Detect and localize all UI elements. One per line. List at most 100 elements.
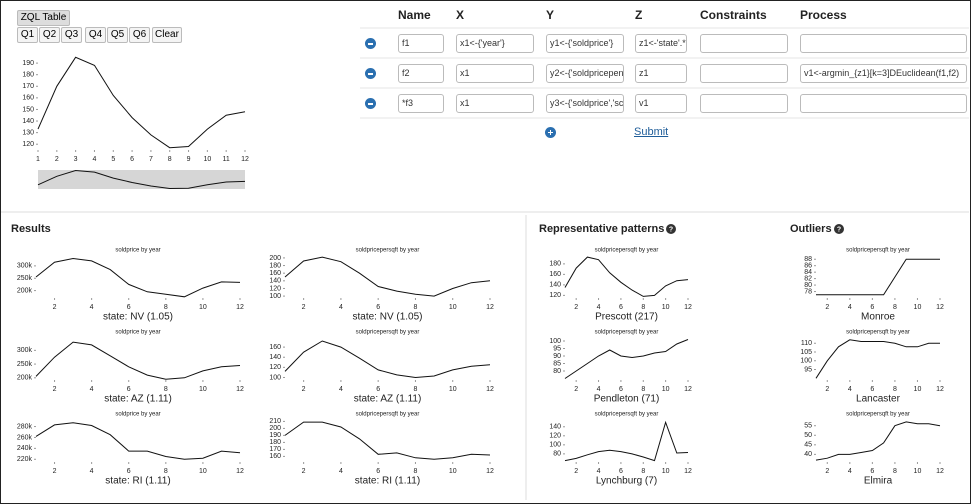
x-tick-label: 4	[848, 304, 852, 311]
x-tick-label: 2	[825, 468, 829, 475]
chart-title: soldpricepersqft by year	[356, 248, 420, 254]
chart-title: soldpricepersqft by year	[356, 412, 420, 418]
chart-label: Prescott (217)	[595, 312, 658, 323]
query-button[interactable]: Q1	[17, 27, 38, 43]
chart-title: soldpricepersqft by year	[595, 330, 659, 336]
x-tick-label: 9	[187, 156, 191, 163]
x-tick-label: 8	[641, 386, 645, 393]
y-tick-label: 220k	[17, 456, 33, 463]
y-tick-label: 250k	[17, 275, 33, 282]
x-tick-label: 10	[199, 386, 207, 393]
x-tick-label: 12	[236, 468, 244, 475]
input-name[interactable]: *f3	[398, 94, 444, 113]
y-tick-label: 200	[269, 255, 281, 262]
x-tick-label: 6	[619, 468, 623, 475]
y-tick-label: 120	[269, 364, 281, 371]
input-y[interactable]: y2<-{'soldpricepen	[546, 64, 624, 83]
input-x[interactable]: x1	[456, 64, 534, 83]
input-y[interactable]: y1<-{'soldprice'}	[546, 34, 624, 53]
x-tick-label: 10	[449, 468, 457, 475]
column-header: Constraints	[700, 8, 767, 22]
y-tick-label: 190	[269, 432, 281, 439]
add-row[interactable]	[545, 127, 556, 138]
y-tick-label: 50	[804, 432, 812, 439]
remove-row[interactable]	[365, 68, 376, 79]
input-constraints[interactable]	[700, 34, 788, 53]
line	[35, 257, 241, 298]
x-tick-label: 10	[662, 304, 670, 311]
input-x[interactable]: x1<-{'year'}	[456, 34, 534, 53]
y-tick-label: 120	[22, 141, 34, 148]
y-tick-label: 84	[804, 269, 812, 276]
line	[564, 339, 689, 379]
query-button[interactable]: Q4	[85, 27, 106, 43]
query-button[interactable]: Q3	[61, 27, 82, 43]
x-tick-label: 12	[684, 304, 692, 311]
x-tick-label: 12	[241, 156, 249, 163]
input-z[interactable]: z1<-'state'.*	[635, 34, 687, 53]
chart-label: state: RI (1.11)	[355, 476, 420, 487]
submit-link[interactable]: Submit	[634, 126, 669, 138]
x-tick-label: 4	[90, 468, 94, 475]
x-tick-label: 2	[302, 304, 306, 311]
y-tick-label: 250k	[17, 361, 33, 368]
x-tick-label: 10	[662, 386, 670, 393]
help-icon[interactable]: ?	[666, 224, 676, 234]
x-tick-label: 12	[486, 468, 494, 475]
y-tick-label: 160	[22, 95, 34, 102]
x-tick-label: 8	[641, 304, 645, 311]
remove-row[interactable]	[365, 38, 376, 49]
remove-row[interactable]	[365, 98, 376, 109]
y-tick-label: 140	[269, 278, 281, 285]
x-tick-label: 4	[597, 468, 601, 475]
query-button[interactable]: Q5	[107, 27, 128, 43]
input-z[interactable]: z1	[635, 64, 687, 83]
y-tick-label: 90	[553, 353, 561, 360]
svg-text:?: ?	[837, 226, 841, 233]
query-button[interactable]: Q2	[39, 27, 60, 43]
brush[interactable]	[38, 170, 245, 189]
input-constraints[interactable]	[700, 94, 788, 113]
input-x[interactable]: x1	[456, 94, 534, 113]
x-tick-label: 10	[203, 156, 211, 163]
y-tick-label: 100	[269, 293, 281, 300]
query-button[interactable]: Q6	[129, 27, 150, 43]
input-process[interactable]: v1<-argmin_{z1}[k=3]DEuclidean(f1,f2)	[800, 64, 967, 83]
y-tick-label: 100	[800, 358, 812, 365]
x-tick-label: 5	[111, 156, 115, 163]
y-tick-label: 86	[804, 263, 812, 270]
y-tick-label: 100	[269, 374, 281, 381]
query-button[interactable]: Clear	[152, 27, 182, 43]
y-tick-label: 120	[549, 292, 561, 299]
column-header: Z	[635, 8, 643, 22]
y-tick-label: 300k	[17, 263, 33, 270]
x-tick-label: 10	[662, 468, 670, 475]
chart-title: soldpricepersqft by year	[356, 330, 420, 336]
y-tick-label: 200k	[17, 287, 33, 294]
input-z[interactable]: v1	[635, 94, 687, 113]
y-tick-label: 200k	[17, 375, 33, 382]
x-tick-label: 7	[149, 156, 153, 163]
input-name[interactable]: f2	[398, 64, 444, 83]
x-tick-label: 4	[339, 304, 343, 311]
y-tick-label: 170	[269, 446, 281, 453]
x-tick-label: 4	[339, 386, 343, 393]
tab-button[interactable]: ZQL Table	[17, 10, 70, 26]
input-process[interactable]	[800, 94, 967, 113]
y-tick-label: 78	[804, 288, 812, 295]
x-tick-label: 6	[870, 386, 874, 393]
x-tick-label: 8	[893, 386, 897, 393]
x-tick-label: 8	[168, 156, 172, 163]
x-tick-label: 6	[376, 386, 380, 393]
input-constraints[interactable]	[700, 64, 788, 83]
input-name[interactable]: f1	[398, 34, 444, 53]
x-tick-label: 8	[414, 304, 418, 311]
input-y[interactable]: y3<-{'soldprice','sc	[546, 94, 624, 113]
input-process[interactable]	[800, 34, 967, 53]
y-tick-label: 82	[804, 275, 812, 282]
x-tick-label: 10	[914, 386, 922, 393]
help-icon[interactable]: ?	[834, 224, 844, 234]
x-tick-label: 10	[199, 304, 207, 311]
y-tick-label: 80	[553, 368, 561, 375]
